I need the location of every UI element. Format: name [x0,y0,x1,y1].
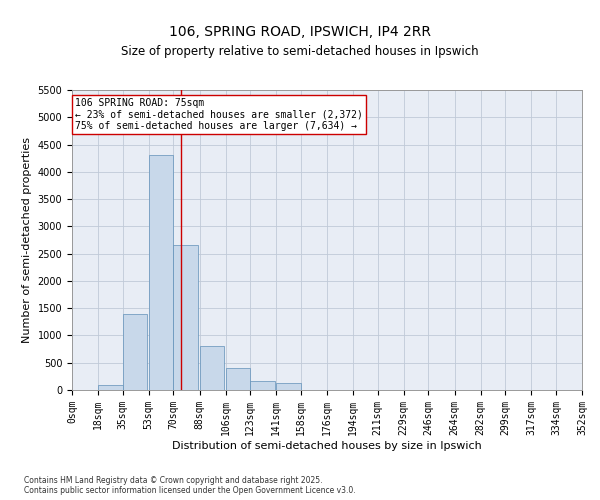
Text: Size of property relative to semi-detached houses in Ipswich: Size of property relative to semi-detach… [121,45,479,58]
Bar [276,384,301,390]
Bar [149,156,173,390]
Bar [98,384,123,390]
Text: 106, SPRING ROAD, IPSWICH, IP4 2RR: 106, SPRING ROAD, IPSWICH, IP4 2RR [169,25,431,39]
Bar [250,380,275,390]
Text: Contains HM Land Registry data © Crown copyright and database right 2025.
Contai: Contains HM Land Registry data © Crown c… [24,476,356,495]
Y-axis label: Number of semi-detached properties: Number of semi-detached properties [22,137,32,343]
Bar [123,314,148,390]
Bar [199,346,224,390]
X-axis label: Distribution of semi-detached houses by size in Ipswich: Distribution of semi-detached houses by … [172,440,482,450]
Bar [173,246,198,390]
Bar [226,368,250,390]
Text: 106 SPRING ROAD: 75sqm
← 23% of semi-detached houses are smaller (2,372)
75% of : 106 SPRING ROAD: 75sqm ← 23% of semi-det… [75,98,363,132]
